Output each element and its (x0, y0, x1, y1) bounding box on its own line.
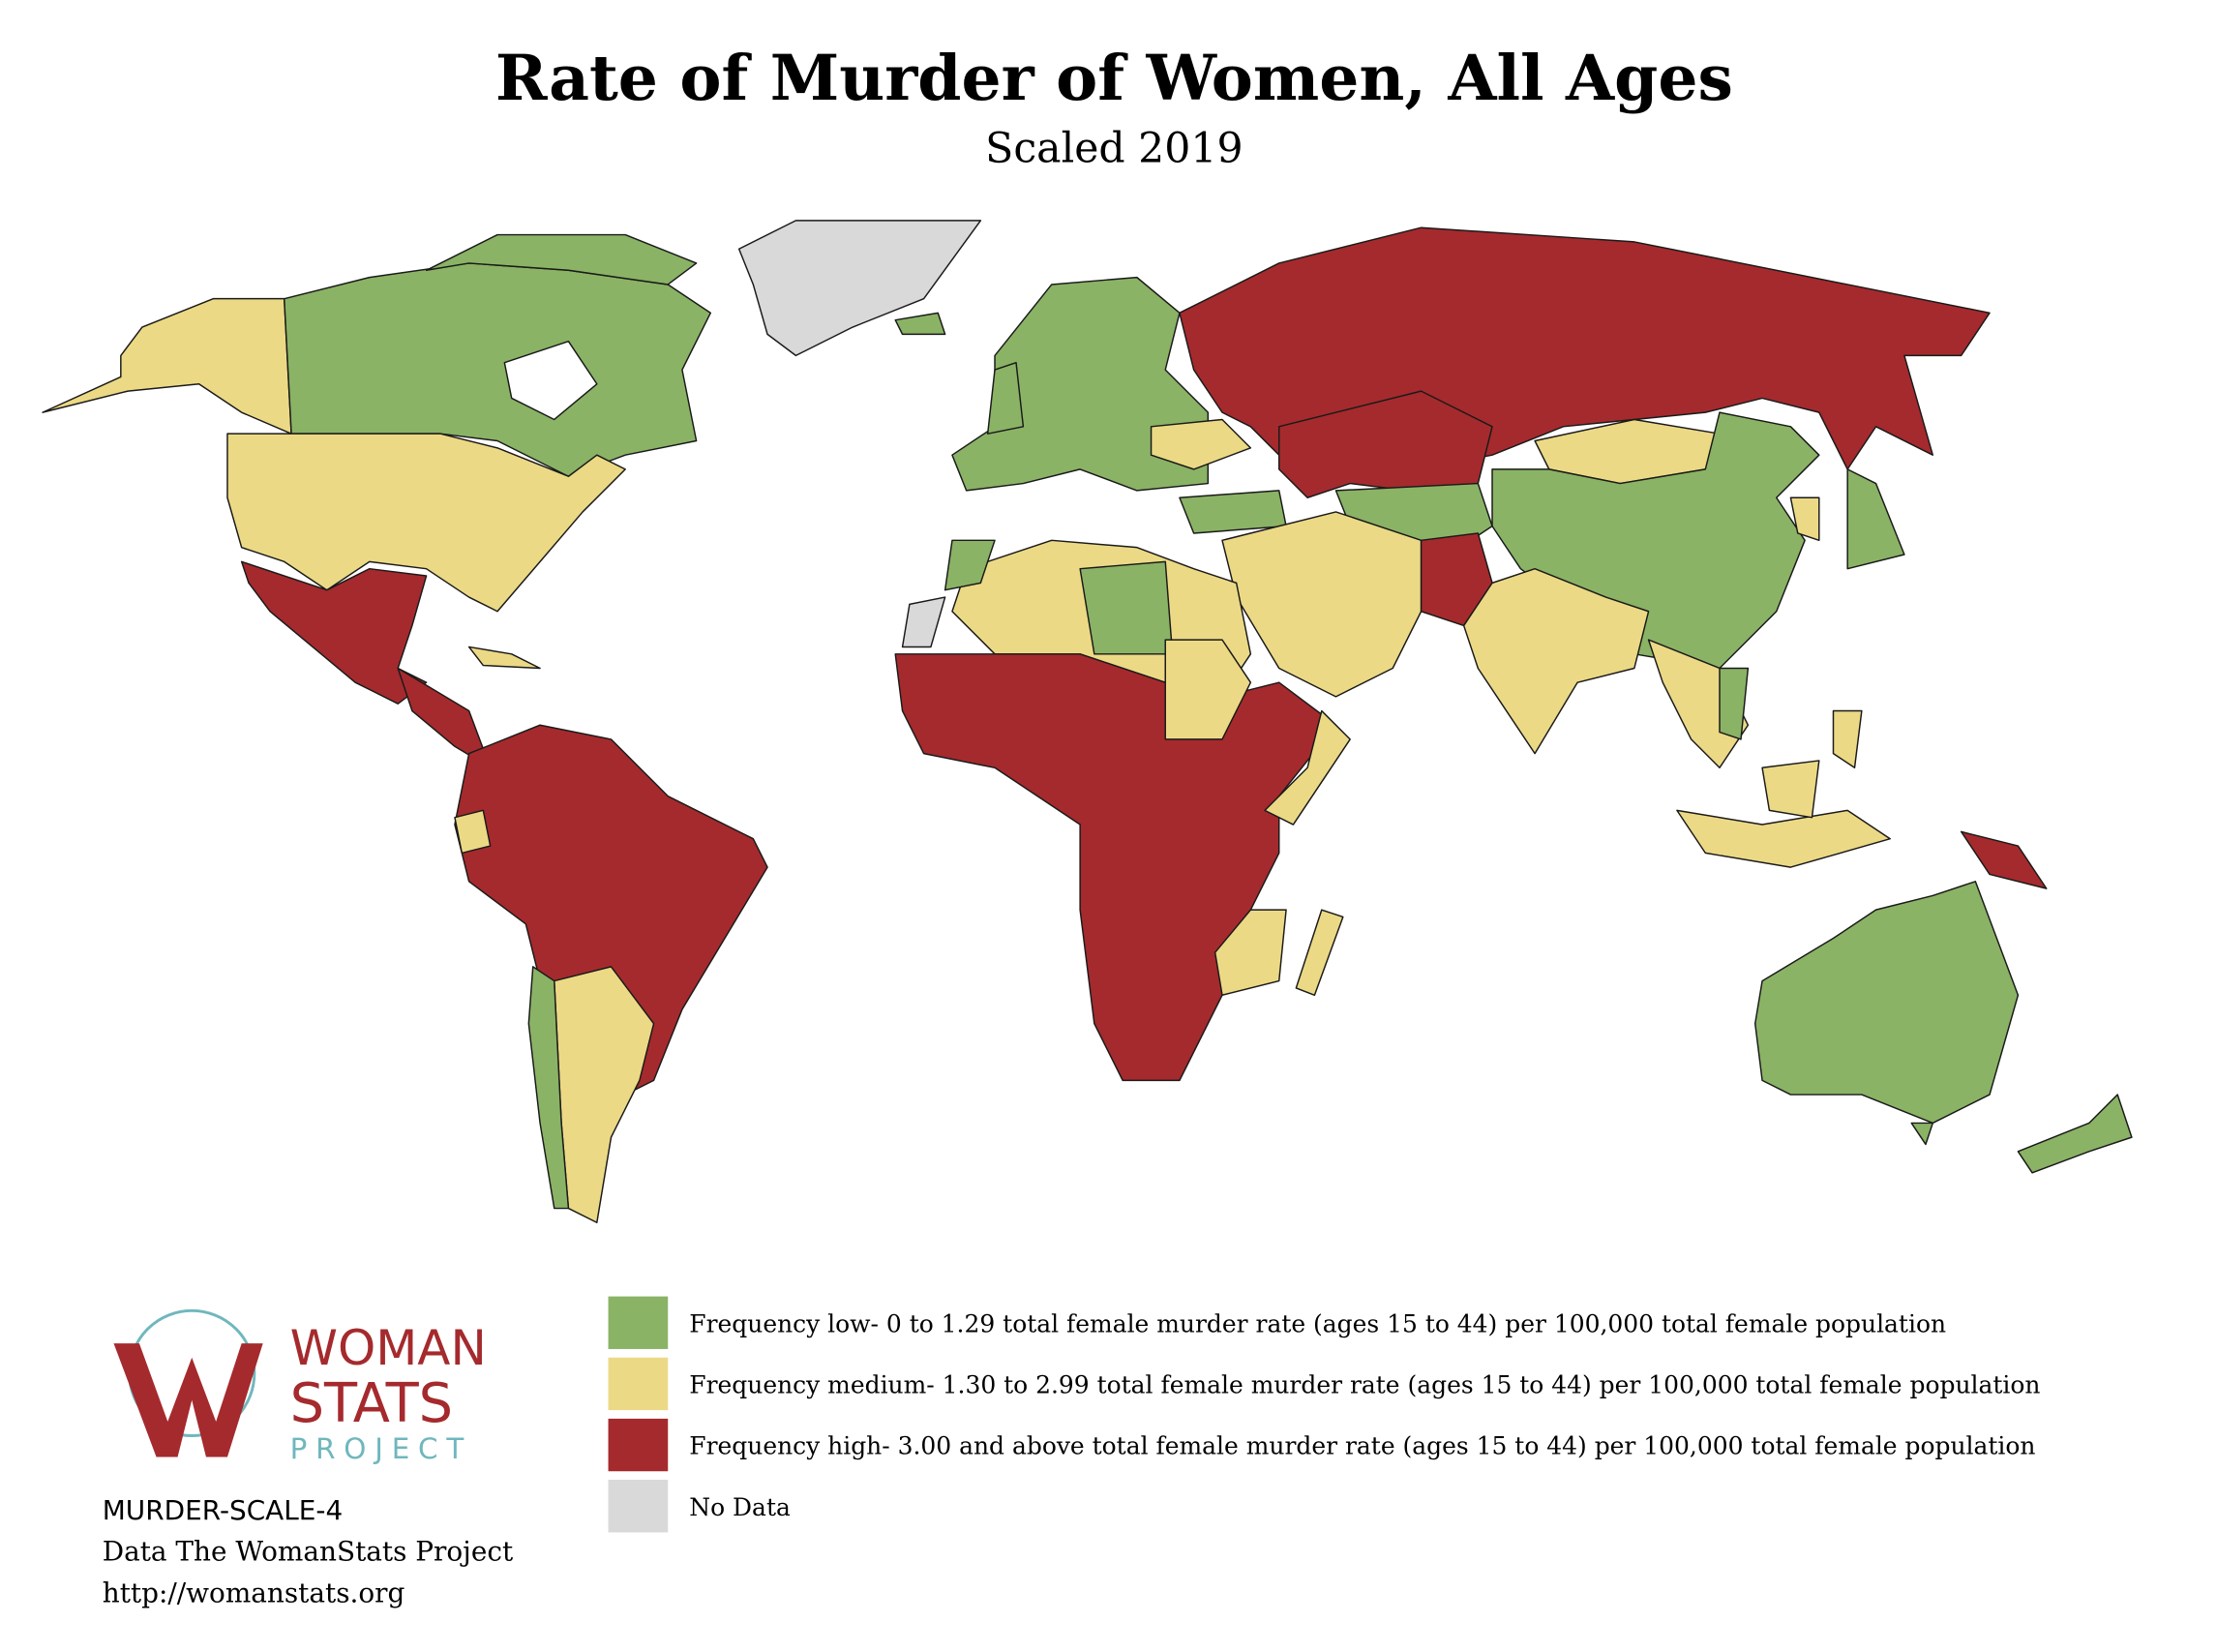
region (1832, 709, 1863, 769)
region (951, 276, 1210, 492)
region (527, 966, 570, 1210)
region (503, 340, 598, 421)
footer-url: http://womanstats.org (103, 1577, 405, 1608)
region (1213, 909, 1287, 996)
logo-mark (113, 1343, 263, 1457)
region (1789, 496, 1820, 542)
region (894, 312, 946, 336)
legend-swatch (608, 1480, 669, 1533)
logo: WOMAN STATS PROJECT (113, 1308, 487, 1465)
region (1910, 1122, 1934, 1146)
region (1179, 490, 1287, 534)
legend-label: Frequency low- 0 to 1.29 total female mu… (689, 1309, 1946, 1337)
region (1761, 760, 1820, 819)
region (1221, 511, 1423, 698)
region (1264, 709, 1351, 826)
region (425, 233, 698, 285)
region (554, 966, 655, 1223)
region (737, 220, 982, 357)
region (1295, 909, 1344, 996)
region (454, 724, 768, 1096)
region (2017, 1094, 2133, 1174)
region (1753, 881, 2020, 1125)
region (454, 809, 492, 855)
region (1846, 468, 1905, 570)
region (1462, 567, 1650, 755)
region (1676, 809, 1891, 868)
subtitle: Scaled 2019 (985, 125, 1243, 173)
region (1079, 560, 1174, 655)
logo-text: WOMAN (290, 1320, 487, 1376)
region (986, 362, 1025, 435)
region (1960, 830, 2048, 889)
footer-source: Data The WomanStats Project (103, 1536, 513, 1568)
legend-swatch (608, 1418, 669, 1472)
logo-text: PROJECT (290, 1432, 473, 1465)
world-map (42, 220, 2133, 1223)
legend-label: Frequency medium- 1.30 to 2.99 total fem… (689, 1370, 2040, 1398)
legend-swatch (608, 1357, 669, 1411)
region (1719, 667, 1750, 740)
legend-swatch (608, 1296, 669, 1349)
region (42, 297, 292, 435)
region (226, 433, 626, 613)
region (1164, 639, 1252, 740)
legend: Frequency low- 0 to 1.29 total female mu… (608, 1296, 2040, 1533)
legend-label: No Data (689, 1493, 791, 1521)
region (467, 646, 541, 670)
region (894, 653, 1337, 1082)
title: Rate of Murder of Women, All Ages (495, 42, 1733, 115)
region (901, 596, 946, 648)
footer-code: MURDER-SCALE-4 (103, 1494, 344, 1526)
logo-text: STATS (290, 1372, 454, 1435)
region (240, 560, 428, 705)
legend-label: Frequency high- 3.00 and above total fem… (689, 1432, 2035, 1460)
region (1150, 418, 1252, 470)
region (944, 539, 996, 591)
